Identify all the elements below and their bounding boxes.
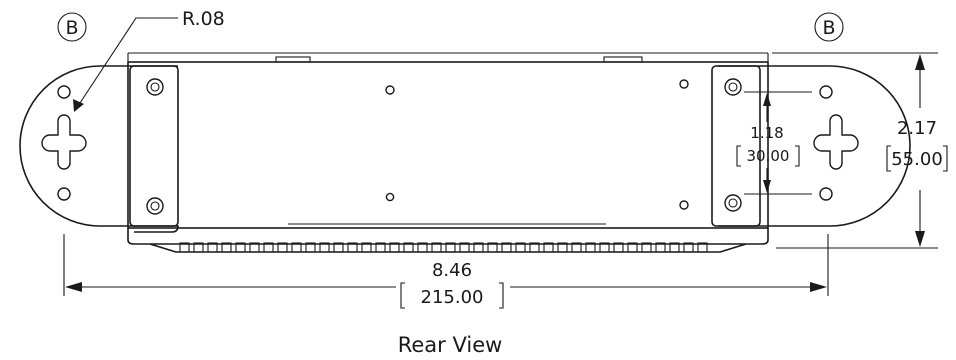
fin-tooth — [389, 242, 400, 253]
height-dimension: 2.17 55.00 — [772, 52, 948, 249]
view-caption: Rear View — [398, 333, 503, 357]
fin-tooth — [235, 242, 246, 253]
svg-text:30.00: 30.00 — [747, 147, 790, 165]
fin-tooth — [403, 242, 414, 253]
fin-tooth — [571, 242, 582, 253]
svg-text:2.17: 2.17 — [897, 118, 937, 139]
fin-tooth — [599, 242, 610, 253]
svg-text:B: B — [65, 17, 78, 39]
fin-tooth — [473, 242, 484, 253]
fin-tooth — [585, 242, 596, 253]
fin-tooth — [249, 242, 260, 253]
width-dimension: 8.46 215.00 — [63, 234, 829, 309]
svg-text:8.46: 8.46 — [432, 260, 472, 281]
fin-tooth — [697, 242, 708, 253]
fin-tooth — [193, 242, 204, 253]
fin-tooth — [305, 242, 316, 253]
fin-tooth — [263, 242, 274, 253]
fin-tooth — [375, 242, 386, 253]
fin-tooth — [543, 242, 554, 253]
fin-tooth — [487, 242, 498, 253]
left-mounting-bracket — [19, 65, 179, 233]
fin-tooth — [641, 242, 652, 253]
fin-tooth — [221, 242, 232, 253]
svg-text:1.18: 1.18 — [750, 124, 783, 142]
detail-marker-left: B — [57, 12, 87, 42]
fin-tooth — [445, 242, 456, 253]
detail-marker-right: B — [814, 12, 844, 42]
fin-tooth — [333, 242, 344, 253]
heatsink-fins — [149, 242, 747, 253]
fin-tooth — [613, 242, 624, 253]
fin-tooth — [179, 242, 190, 253]
svg-text:55.00: 55.00 — [891, 149, 943, 170]
hole-spacing-dimension: 1.18 30.00 — [736, 91, 812, 195]
fin-tooth — [277, 242, 288, 253]
svg-text:R.08: R.08 — [182, 8, 225, 30]
enclosure-body — [127, 52, 769, 245]
svg-text:B: B — [822, 17, 835, 39]
fin-tooth — [627, 242, 638, 253]
fin-tooth — [501, 242, 512, 253]
fin-tooth — [515, 242, 526, 253]
svg-text:215.00: 215.00 — [421, 287, 484, 308]
fin-tooth — [655, 242, 666, 253]
fin-tooth — [417, 242, 428, 253]
fin-tooth — [431, 242, 442, 253]
fin-tooth — [669, 242, 680, 253]
fin-tooth — [529, 242, 540, 253]
fin-tooth — [361, 242, 372, 253]
right-mounting-bracket — [711, 65, 911, 227]
fin-tooth — [459, 242, 470, 253]
fin-tooth — [207, 242, 218, 253]
radius-callout: R.08 — [73, 8, 225, 112]
fin-tooth — [347, 242, 358, 253]
fin-tooth — [557, 242, 568, 253]
fin-tooth — [683, 242, 694, 253]
fin-tooth — [291, 242, 302, 253]
fin-tooth — [319, 242, 330, 253]
